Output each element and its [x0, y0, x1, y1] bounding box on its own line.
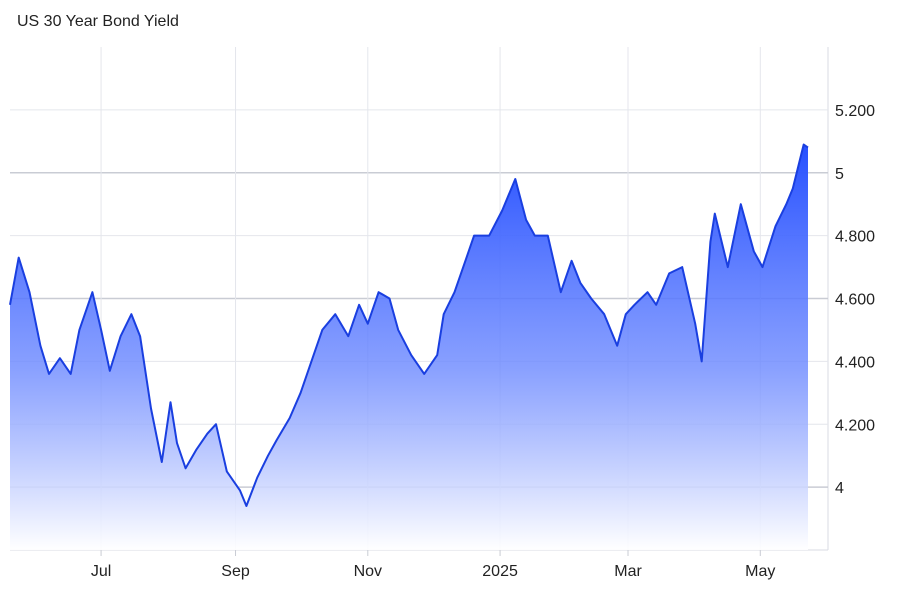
y-tick-label: 5.200: [835, 103, 875, 120]
axis-layer: 5.200 5 4.800 4.600 4.400 4.200 4 Jul Sep Nov 2025…: [91, 103, 875, 580]
x-tick-label: Sep: [221, 563, 250, 580]
y-tick-label: 4.200: [835, 417, 875, 434]
y-tick-label: 4.600: [835, 292, 875, 309]
y-tick-label: 4.800: [835, 229, 875, 246]
area-layer: [9, 143, 809, 550]
x-tick-label: Jul: [91, 563, 111, 580]
y-tick-label: 5: [835, 166, 844, 183]
y-tick-label: 4.400: [835, 354, 875, 371]
series-line: [9, 143, 809, 507]
chart-title: US 30 Year Bond Yield: [17, 13, 179, 30]
y-tick-label: 4: [835, 480, 844, 497]
series-area: [10, 144, 808, 550]
x-tick-label: 2025: [482, 563, 518, 580]
x-tick-label: May: [745, 563, 775, 580]
x-tick-label: Mar: [614, 563, 642, 580]
x-tick-label: Nov: [354, 563, 382, 580]
